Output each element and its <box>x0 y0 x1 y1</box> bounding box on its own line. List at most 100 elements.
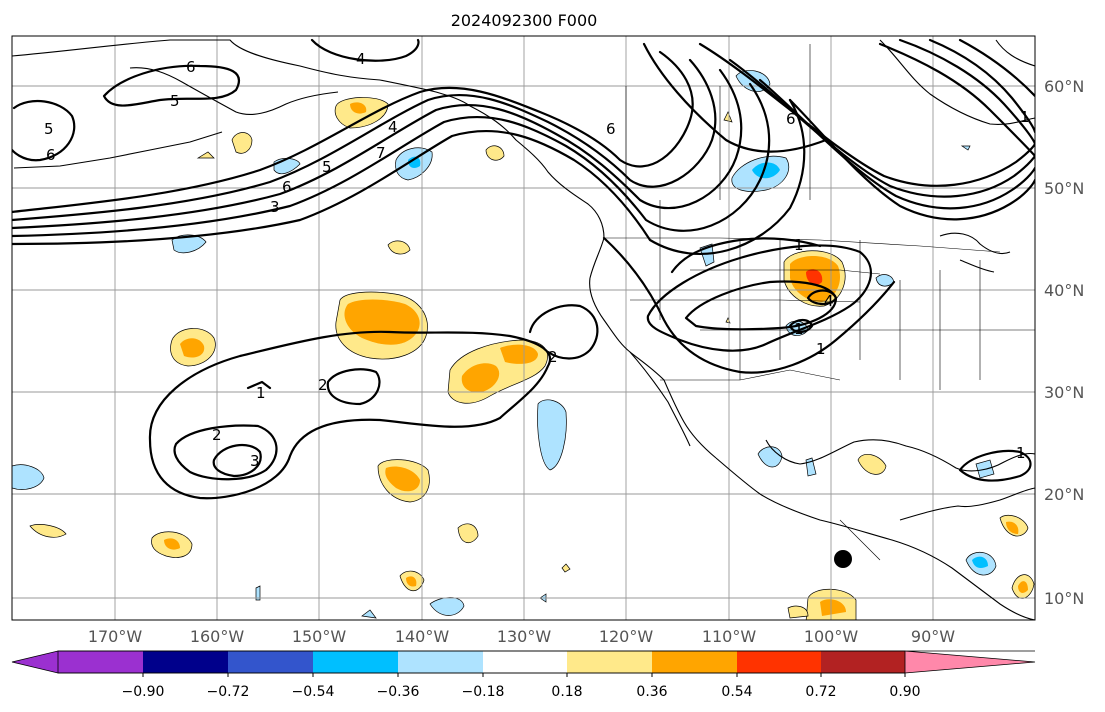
anomaly-core-positive <box>500 344 538 364</box>
anomaly-blob-positive <box>457 523 479 543</box>
anomaly-core-negative <box>752 162 780 179</box>
coastline-british-columbia <box>469 105 605 279</box>
anomaly-blob-positive <box>387 240 411 255</box>
contour-line <box>806 289 838 306</box>
anomaly-core-negative <box>972 556 988 568</box>
contour-line <box>173 424 278 481</box>
colorbar-segment <box>652 651 737 673</box>
colorbar-segment <box>58 651 143 673</box>
contour-lines <box>12 38 1035 500</box>
coastline-alaska <box>12 39 471 107</box>
anomaly-blob-negative <box>537 399 567 471</box>
contour-line <box>12 98 806 255</box>
coastline-hudson <box>879 39 1035 125</box>
coastline-labrador <box>995 39 1035 67</box>
lon-label: 160°W <box>190 627 245 646</box>
coastline-mexico-pacific <box>715 457 1035 620</box>
lon-label: 140°W <box>395 627 450 646</box>
contour-label: 5 <box>170 92 180 110</box>
contour-line <box>898 38 1035 146</box>
anomaly-blob-negative <box>960 145 971 151</box>
colorbar-extend-low <box>12 651 58 673</box>
anomaly-blob-negative <box>255 585 261 601</box>
contour-label: 4 <box>388 118 398 136</box>
anomaly-blob-positive <box>29 524 67 538</box>
anomaly-blob-positive <box>787 605 809 619</box>
anomaly-core-positive <box>1018 581 1028 593</box>
border-us-canada <box>604 237 1001 253</box>
anomaly-blob-negative <box>171 234 207 254</box>
anomaly-core-positive <box>820 599 846 616</box>
anomaly-core-positive <box>385 466 420 492</box>
contour-line <box>12 100 76 162</box>
lat-label: 40°N <box>1044 281 1084 300</box>
border-us-mexico <box>660 369 841 381</box>
contour-label: 1 <box>794 320 804 338</box>
contour-label: 6 <box>282 178 292 196</box>
lon-label: 130°W <box>497 627 552 646</box>
anomaly-blob-positive <box>561 563 571 573</box>
contour-label: 6 <box>786 110 796 128</box>
contour-line <box>928 38 1035 134</box>
anomaly-blob-positive <box>857 453 887 475</box>
anomaly-blob-negative <box>361 609 377 619</box>
storm-center-dot <box>834 550 852 568</box>
contour-label: 6 <box>46 146 56 164</box>
contour-label: 5 <box>44 120 54 138</box>
latitude-labels: 60°N 50°N 40°N 30°N 20°N 10°N <box>1044 77 1084 608</box>
colorbar: −0.90 −0.72 −0.54 −0.36 −0.18 0.18 0.36 … <box>11 650 1036 700</box>
colorbar-tick-label: 0.36 <box>636 684 667 700</box>
contour-line <box>12 58 717 222</box>
contour-label: 1 <box>256 384 266 402</box>
colorbar-tick-label: 0.90 <box>889 684 920 700</box>
anomaly-blob-positive <box>485 145 505 161</box>
contour-label: 1 <box>794 236 804 254</box>
anomaly-blob-positive <box>231 132 253 154</box>
border-country <box>839 519 881 561</box>
contour-label: 2 <box>548 348 558 366</box>
contour-label: 1 <box>1020 108 1030 126</box>
lon-label: 120°W <box>599 627 654 646</box>
lat-label: 10°N <box>1044 589 1084 608</box>
colorbar-segment <box>567 651 652 673</box>
contour-label: 4 <box>824 292 834 310</box>
colorbar-segment <box>737 651 821 673</box>
colorbar-segment <box>398 651 483 673</box>
contour-line <box>642 42 828 153</box>
contour-label: 1 <box>816 340 826 358</box>
lon-label: 110°W <box>702 627 757 646</box>
plot-title: 2024092300 F000 <box>451 11 598 30</box>
contour-line <box>878 42 1035 158</box>
anomaly-core-positive <box>406 576 417 587</box>
contour-line <box>12 82 771 238</box>
anomaly-blob-positive <box>196 151 215 159</box>
contour-line <box>310 38 420 62</box>
colorbar-segment <box>143 651 228 673</box>
colorbar-segment <box>228 651 313 673</box>
coastline-gulf <box>765 439 1035 472</box>
contour-label: 7 <box>376 144 386 162</box>
contour-line <box>212 443 262 478</box>
contour-label: 6 <box>186 58 196 76</box>
lon-label: 170°W <box>88 627 143 646</box>
contour-label: 3 <box>270 198 280 216</box>
contour-line <box>12 68 743 230</box>
colorbar-tick-label: 0.72 <box>805 684 836 700</box>
map-panel: 6 5 4 5 6 6 5 4 3 7 6 6 1 1 2 2 2 3 1 4 … <box>12 36 1035 620</box>
lat-label: 20°N <box>1044 485 1084 504</box>
colorbar-tick-label: −0.72 <box>207 684 250 700</box>
coastline-great-lakes <box>959 259 995 273</box>
colorbar-segment <box>313 651 398 673</box>
contour-line <box>12 50 694 214</box>
contour-label: 1 <box>1016 444 1026 462</box>
coastline-great-lakes <box>939 232 1011 255</box>
colorbar-segment <box>821 651 905 673</box>
border-state <box>899 260 981 390</box>
contour-line <box>958 449 1032 482</box>
coastline-aleutians <box>13 131 223 169</box>
contour-line <box>788 318 814 334</box>
contour-label: 6 <box>606 120 616 138</box>
colorbar-extend-high <box>905 651 1035 673</box>
colorbar-tick-label: −0.90 <box>122 684 165 700</box>
contour-line <box>102 64 241 107</box>
